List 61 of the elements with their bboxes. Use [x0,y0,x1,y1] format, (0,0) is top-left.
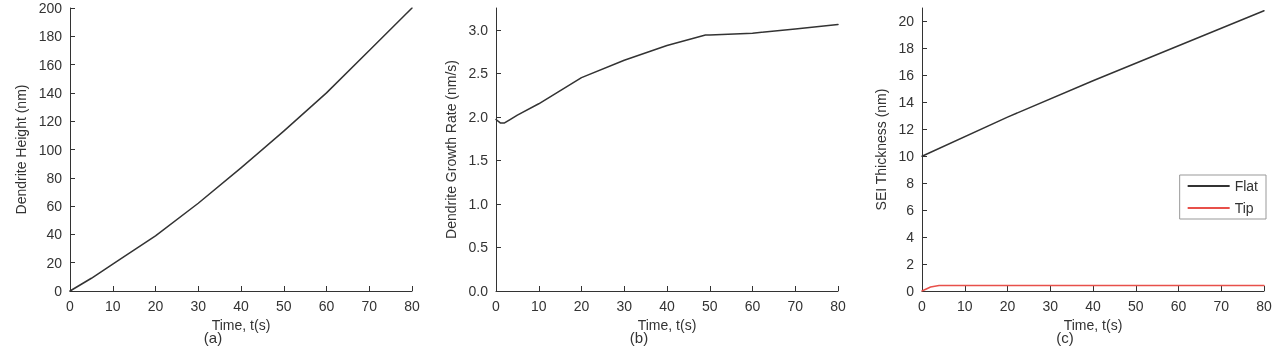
x-tick-label: 10 [956,298,973,314]
legend-label: Flat [1234,178,1259,194]
x-tick-label: 10 [104,298,121,314]
y-tick-label: 200 [38,0,63,16]
x-tick-label: 50 [1127,298,1144,314]
y-tick-label: 12 [898,121,915,138]
x-tick-label: 0 [492,298,501,314]
x-tick-label: 50 [701,298,718,314]
y-tick-label: 0.5 [468,239,489,256]
x-tick-label: 10 [530,298,547,314]
x-tick-label: 40 [233,298,249,314]
x-tick-label: 20 [999,298,1016,314]
y-tick-label: 14 [898,94,915,111]
y-tick-label: 6 [906,202,915,219]
y-axis-title: Dendrite Growth Rate (nm/s) [442,60,459,239]
y-tick-label: 40 [46,226,63,243]
x-tick-label: 0 [66,298,75,314]
x-tick-label: 40 [1085,298,1101,314]
y-tick-label: 16 [898,67,915,84]
y-tick-label: 4 [906,229,915,246]
x-tick-label: 70 [1213,298,1230,314]
y-tick-label: 1.0 [468,195,489,212]
x-tick-label: 80 [830,298,846,314]
x-tick-label: 60 [318,298,335,314]
x-tick-label: 40 [659,298,675,314]
y-tick-label: 3.0 [468,21,489,38]
y-tick-label: 20 [898,13,915,30]
y-tick-label: 180 [38,28,63,45]
y-tick-label: 2.5 [468,65,489,82]
y-tick-label: 160 [38,56,63,73]
y-axis-title: SEI Thickness (nm) [872,88,889,211]
x-tick-label: 70 [361,298,378,314]
y-tick-label: 2.0 [468,108,489,125]
y-tick-label: 100 [38,141,63,158]
x-tick-label: 70 [787,298,804,314]
x-tick-label: 0 [918,298,927,314]
y-tick-label: 1.5 [468,152,489,169]
y-tick-label: 0.0 [468,283,489,299]
x-tick-label: 60 [744,298,761,314]
y-tick-label: 120 [38,113,63,130]
x-tick-label: 80 [1256,298,1272,314]
y-tick-label: 18 [898,40,915,57]
x-tick-label: 20 [573,298,590,314]
x-tick-label: 50 [275,298,292,314]
legend-label: Tip [1234,200,1254,216]
y-axis-title: Dendrite Height (nm) [12,84,29,215]
y-tick-label: 20 [46,254,63,271]
x-tick-label: 60 [1170,298,1187,314]
y-tick-label: 80 [46,169,63,186]
x-tick-label: 30 [190,298,207,314]
y-tick-label: 8 [906,175,915,192]
y-tick-label: 0 [906,283,915,299]
y-tick-label: 2 [906,256,915,273]
y-tick-label: 10 [898,148,915,165]
y-tick-label: 0 [54,283,63,299]
y-tick-label: 140 [38,84,63,101]
x-tick-label: 80 [404,298,420,314]
x-tick-label: 30 [616,298,633,314]
x-tick-label: 30 [1042,298,1059,314]
y-tick-label: 60 [46,198,63,215]
x-tick-label: 20 [147,298,164,314]
